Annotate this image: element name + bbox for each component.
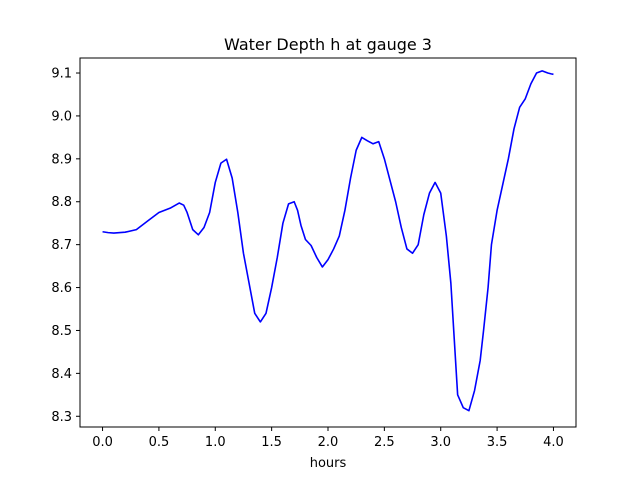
axes-frame bbox=[79, 57, 577, 428]
x-tick-label: 1.0 bbox=[205, 435, 226, 450]
y-tick-label: 9.1 bbox=[51, 67, 72, 82]
x-axis: 0.0 0.5 1.0 1.5 2.0 2.5 3.0 3.5 4.0 bbox=[92, 427, 564, 450]
x-tick-label: 2.5 bbox=[374, 435, 395, 450]
x-tick-label: 1.5 bbox=[261, 435, 282, 450]
x-tick-label: 2.0 bbox=[318, 435, 339, 450]
x-tick-label: 0.0 bbox=[92, 435, 113, 450]
y-tick-label: 9.0 bbox=[51, 109, 72, 124]
y-tick-label: 8.7 bbox=[51, 238, 72, 253]
x-axis-label: hours bbox=[310, 456, 347, 471]
x-tick-label: 3.0 bbox=[430, 435, 451, 450]
y-tick-label: 8.9 bbox=[51, 152, 72, 167]
x-tick-label: 3.5 bbox=[487, 435, 508, 450]
y-tick-label: 8.3 bbox=[51, 410, 72, 425]
plot-area bbox=[102, 70, 554, 412]
y-tick-label: 8.6 bbox=[51, 281, 72, 296]
y-tick-label: 8.4 bbox=[51, 367, 72, 382]
chart-title: Water Depth h at gauge 3 bbox=[224, 35, 432, 54]
series-line-0 bbox=[102, 70, 554, 412]
x-tick-label: 0.5 bbox=[149, 435, 170, 450]
y-tick-label: 8.8 bbox=[51, 195, 72, 210]
y-tick-label: 8.5 bbox=[51, 324, 72, 339]
x-tick-label: 4.0 bbox=[543, 435, 564, 450]
y-axis: 8.3 8.4 8.5 8.6 8.7 8.8 8.9 9.0 9.1 bbox=[51, 67, 80, 425]
